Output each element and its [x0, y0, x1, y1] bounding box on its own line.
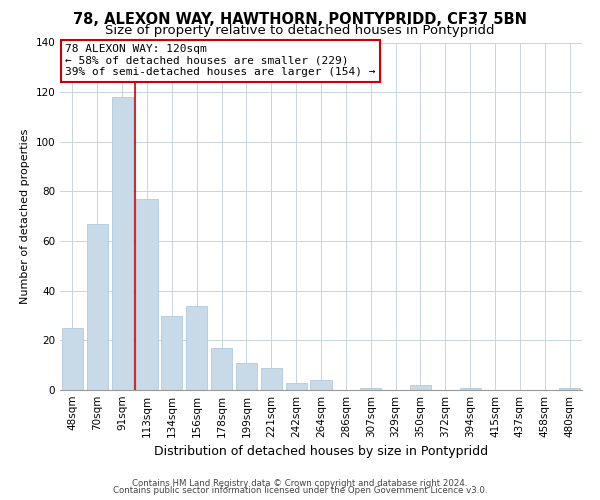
Bar [236, 362, 257, 390]
Bar [62, 328, 83, 390]
X-axis label: Distribution of detached houses by size in Pontypridd: Distribution of detached houses by size … [154, 446, 488, 458]
Bar [410, 385, 431, 390]
Text: Contains public sector information licensed under the Open Government Licence v3: Contains public sector information licen… [113, 486, 487, 495]
Bar [286, 382, 307, 390]
Bar [559, 388, 580, 390]
Bar [186, 306, 207, 390]
Bar [211, 348, 232, 390]
Y-axis label: Number of detached properties: Number of detached properties [20, 128, 30, 304]
Bar [112, 97, 133, 390]
Bar [87, 224, 108, 390]
Text: Size of property relative to detached houses in Pontypridd: Size of property relative to detached ho… [105, 24, 495, 37]
Text: 78, ALEXON WAY, HAWTHORN, PONTYPRIDD, CF37 5BN: 78, ALEXON WAY, HAWTHORN, PONTYPRIDD, CF… [73, 12, 527, 28]
Text: Contains HM Land Registry data © Crown copyright and database right 2024.: Contains HM Land Registry data © Crown c… [132, 478, 468, 488]
Bar [360, 388, 381, 390]
Bar [161, 316, 182, 390]
Bar [261, 368, 282, 390]
Bar [460, 388, 481, 390]
Bar [136, 199, 158, 390]
Text: 78 ALEXON WAY: 120sqm
← 58% of detached houses are smaller (229)
39% of semi-det: 78 ALEXON WAY: 120sqm ← 58% of detached … [65, 44, 376, 78]
Bar [310, 380, 332, 390]
